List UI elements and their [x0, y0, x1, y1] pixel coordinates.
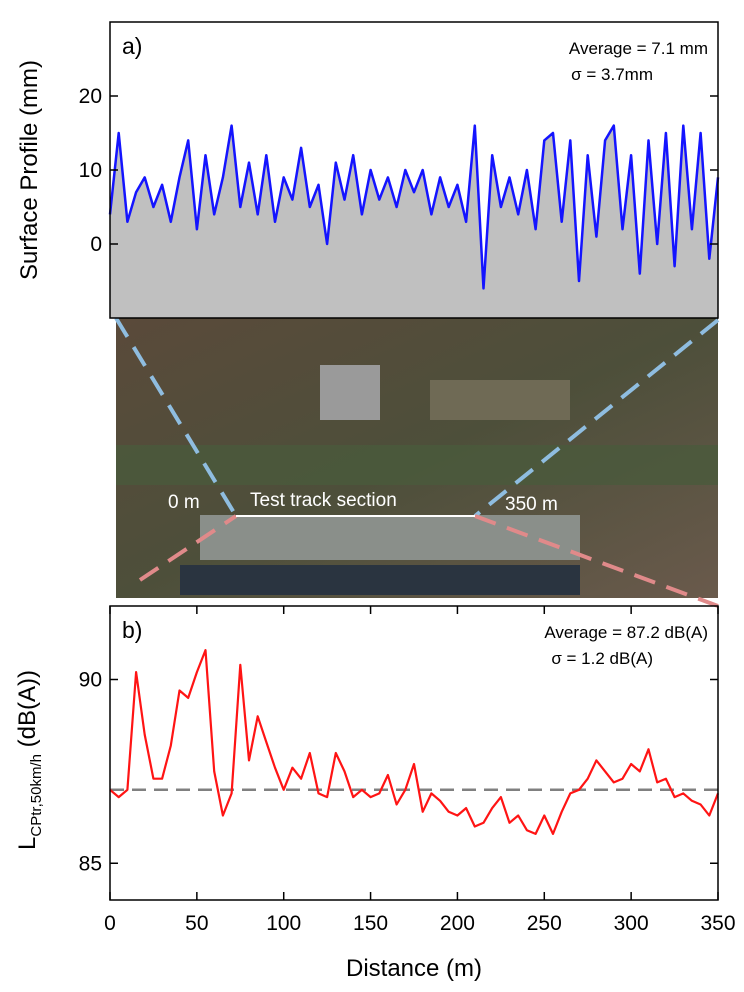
x-tick-label: 250: [527, 912, 562, 935]
map-building: [430, 380, 570, 420]
x-tick-label: 50: [185, 912, 208, 935]
y-tick-label: 20: [79, 85, 102, 108]
panel: 0 10 20 a) Average = 7.1 mm σ = 3.7mm Surface …: [16, 21, 720, 319]
map-park: [116, 445, 718, 485]
x-axis-label: Distance (m): [346, 955, 482, 982]
y-label-main: L: [14, 837, 41, 850]
aerial-map: 0 m Test track section 350 m: [114, 316, 720, 608]
panel-label: b): [122, 617, 142, 643]
plot-frame: [109, 605, 719, 901]
connector: [474, 514, 719, 608]
y-axis-label: LCPtr,50km/h (dB(A)): [14, 670, 45, 850]
y-tick-label: 10: [79, 159, 102, 182]
annotation: Average = 7.1 mm: [569, 39, 708, 58]
map-label: 0 m: [168, 492, 200, 513]
panel: 85 90 0 50 100 150 200 250 300 350 b) Average = 87.…: [79, 605, 736, 982]
x-tick-label: 150: [353, 912, 388, 935]
annotation: Average = 87.2 dB(A): [544, 623, 708, 642]
y-label-sub: CPtr,50km/h: [28, 754, 45, 837]
y-tick-label: 85: [79, 852, 102, 875]
y-tick-label: 0: [90, 233, 102, 256]
map-water: [180, 565, 580, 595]
y-axis-label: Surface Profile (mm): [16, 60, 43, 280]
area-fill: [110, 125, 718, 318]
x-tick-label: 350: [700, 912, 735, 935]
map-label: Test track section: [250, 490, 397, 511]
connector: [473, 318, 720, 518]
map-pier: [200, 515, 580, 560]
x-tick-label: 300: [614, 912, 649, 935]
x-tick-label: 0: [104, 912, 116, 935]
data-line: [108, 124, 720, 290]
x-tick-label: 200: [440, 912, 475, 935]
connector: [138, 514, 238, 582]
annotation: σ = 1.2 dB(A): [551, 649, 653, 668]
y-tick-label: 90: [79, 669, 102, 692]
data-line: [109, 649, 720, 835]
map-building: [320, 365, 380, 420]
map-label: 350 m: [505, 494, 558, 515]
panel-label: a): [122, 33, 142, 59]
annotation: σ = 3.7mm: [571, 65, 653, 84]
x-tick-label: 100: [266, 912, 301, 935]
y-label-unit: (dB(A)): [14, 670, 41, 754]
connector: [114, 316, 238, 518]
